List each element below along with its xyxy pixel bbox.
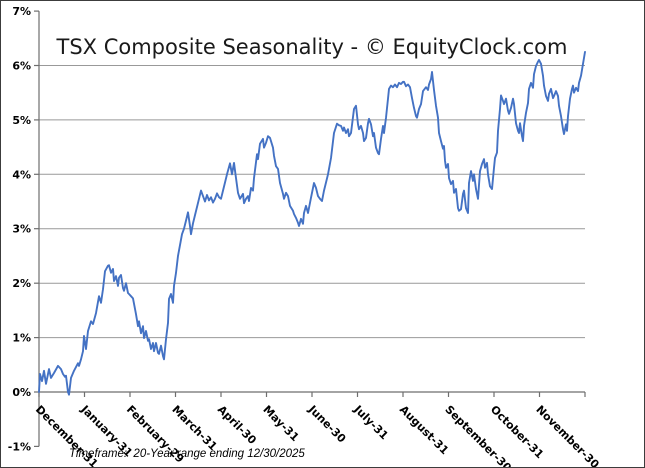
y-axis-label: 3% <box>12 223 31 236</box>
x-axis-label: July-31 <box>351 402 391 442</box>
y-axis-label: 5% <box>12 114 31 127</box>
chart-title: TSX Composite Seasonality - © EquityCloc… <box>56 35 568 59</box>
y-axis-label: 4% <box>12 168 31 181</box>
y-axis-label: 2% <box>12 277 31 290</box>
x-axis-label: June-30 <box>305 402 348 445</box>
y-axis-label: 1% <box>12 332 31 345</box>
x-axis-label: April-30 <box>215 403 259 447</box>
x-axis-label: May-31 <box>260 403 301 444</box>
timeframe-note: Timeframe: 20-Year range ending 12/30/20… <box>69 448 305 460</box>
y-axis-label: 0% <box>12 386 31 399</box>
y-axis-label: -1% <box>8 440 31 453</box>
y-axis-label: 6% <box>12 60 31 73</box>
x-axis-label: November-30 <box>533 403 601 468</box>
y-axis-label: 7% <box>12 5 31 18</box>
series-line <box>38 50 586 396</box>
